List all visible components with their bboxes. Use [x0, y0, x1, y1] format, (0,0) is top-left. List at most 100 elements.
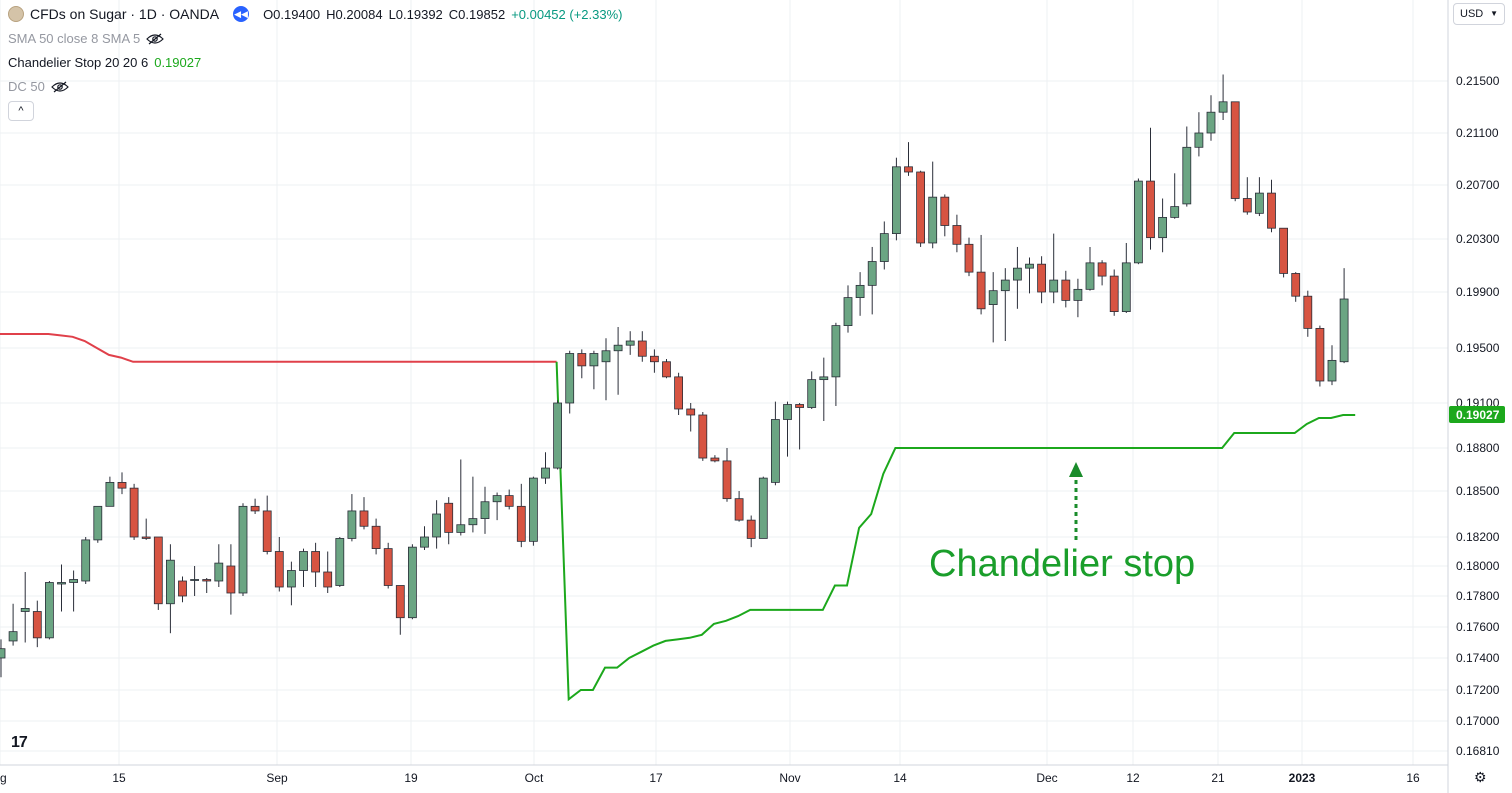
candle [1146, 127, 1155, 250]
candle-body [1303, 295, 1313, 329]
settings-gear-icon[interactable]: ⚙ [1474, 769, 1487, 785]
candle [105, 476, 115, 507]
candle-body [468, 518, 478, 526]
candle [1327, 345, 1337, 386]
indicator-dc[interactable]: DC 50 [8, 79, 69, 94]
indicator-chandelier[interactable]: Chandelier Stop 20 20 6 0.19027 [8, 55, 201, 70]
candle [20, 572, 30, 643]
candle-body [1206, 111, 1216, 134]
candle-body [190, 579, 200, 581]
candle [1291, 272, 1301, 302]
candle-body [407, 546, 417, 619]
candle [1085, 246, 1095, 291]
candle-body [1218, 101, 1228, 113]
candle-body [1085, 262, 1095, 290]
candle-body [541, 467, 550, 479]
candle-body [444, 502, 454, 533]
eye-hidden-icon[interactable] [51, 81, 69, 93]
candle-body [601, 350, 611, 363]
candle [541, 452, 550, 484]
candle [698, 412, 708, 461]
candle-body [819, 376, 829, 381]
candle-body [867, 261, 877, 286]
candle-body [262, 510, 272, 552]
candle-body [589, 353, 599, 367]
candle-body [964, 243, 974, 273]
candle-body [214, 562, 224, 582]
candle [238, 503, 248, 596]
candle [1279, 227, 1288, 278]
candle [589, 350, 599, 390]
price-tick-label: 0.17400 [1456, 651, 1500, 665]
collapse-indicators-button[interactable]: ^ [8, 101, 34, 121]
candle [1061, 270, 1071, 308]
candle [771, 401, 780, 486]
ohlc-close: C0.19852 [448, 6, 506, 22]
time-tick-label: 15 [112, 771, 126, 785]
candle-body [771, 419, 780, 483]
candle-body [988, 290, 998, 305]
candle-body [662, 361, 671, 378]
candle [165, 544, 175, 634]
candle-body [1230, 101, 1240, 199]
rewind-icon[interactable]: ◀◀ [233, 6, 250, 22]
currency-label: USD [1460, 8, 1484, 20]
candle [1242, 177, 1252, 215]
time-tick-label: Dec [1036, 771, 1057, 785]
price-tick-label: 0.21500 [1456, 74, 1500, 88]
candle [916, 170, 925, 247]
candle [178, 576, 187, 603]
candle [976, 234, 986, 315]
candle-body [0, 648, 6, 659]
candle-body [238, 505, 248, 594]
candle-body [347, 510, 357, 539]
indicator-sma[interactable]: SMA 50 close 8 SMA 5 [8, 31, 165, 46]
candle-body [359, 510, 369, 527]
eye-hidden-icon[interactable] [146, 33, 165, 45]
candle-body [141, 536, 151, 539]
candlesticks [0, 74, 1349, 678]
candle [1049, 233, 1059, 304]
candle [686, 403, 696, 432]
candle [710, 455, 720, 463]
candle [468, 476, 478, 533]
time-tick-label: 16 [1406, 771, 1420, 785]
indicator-chandelier-label: Chandelier Stop 20 20 6 [8, 55, 149, 70]
candle-body [1013, 267, 1022, 281]
currency-selector[interactable]: USD ▼ [1453, 3, 1505, 25]
candle [734, 491, 744, 522]
chandelier-stop-green [555, 361, 1356, 702]
candle [299, 548, 308, 587]
candle-body [492, 495, 502, 503]
candle-body [1327, 359, 1337, 382]
candle [1025, 257, 1034, 294]
candle-body [286, 570, 296, 588]
candle-body [250, 505, 260, 512]
candle [311, 542, 321, 587]
candle [432, 500, 442, 549]
candle [879, 221, 889, 270]
candle-body [952, 225, 962, 245]
candle [855, 272, 865, 316]
candle-body [1109, 275, 1119, 313]
candle [529, 476, 538, 546]
candle [1121, 242, 1131, 313]
candle [553, 400, 562, 470]
candle [383, 542, 393, 589]
candle [141, 518, 151, 540]
symbol-title[interactable]: CFDs on Sugar · 1D · OANDA [30, 6, 220, 22]
candle [1073, 278, 1083, 318]
candle-body [746, 519, 756, 539]
candle-body [226, 565, 236, 594]
candle [952, 214, 962, 253]
candle [1097, 260, 1107, 286]
candle-body [516, 505, 526, 542]
candle-body [698, 414, 708, 459]
candle [795, 403, 804, 450]
tradingview-logo[interactable]: 17 [11, 734, 28, 751]
candle-body [504, 495, 514, 507]
candle [1000, 268, 1010, 341]
price-tick-label: 0.17800 [1456, 589, 1500, 603]
candle [323, 551, 333, 593]
